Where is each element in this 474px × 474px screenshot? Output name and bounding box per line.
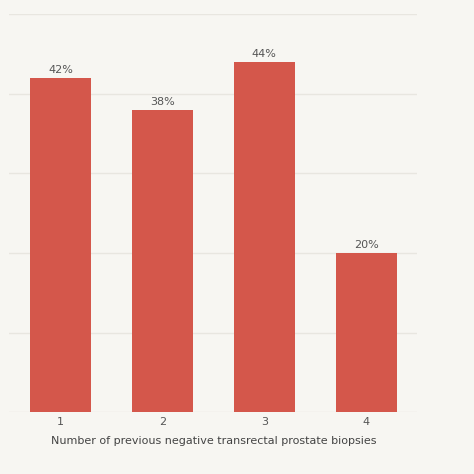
Bar	[336, 253, 397, 412]
Text: 20%: 20%	[354, 240, 379, 250]
X-axis label: Number of previous negative transrectal prostate biopsies: Number of previous negative transrectal …	[51, 436, 376, 446]
Bar	[132, 110, 193, 412]
Bar	[30, 78, 91, 412]
Text: 44%: 44%	[252, 49, 277, 59]
Bar	[234, 62, 295, 412]
Text: 42%: 42%	[48, 65, 73, 75]
Text: 38%: 38%	[150, 97, 175, 107]
